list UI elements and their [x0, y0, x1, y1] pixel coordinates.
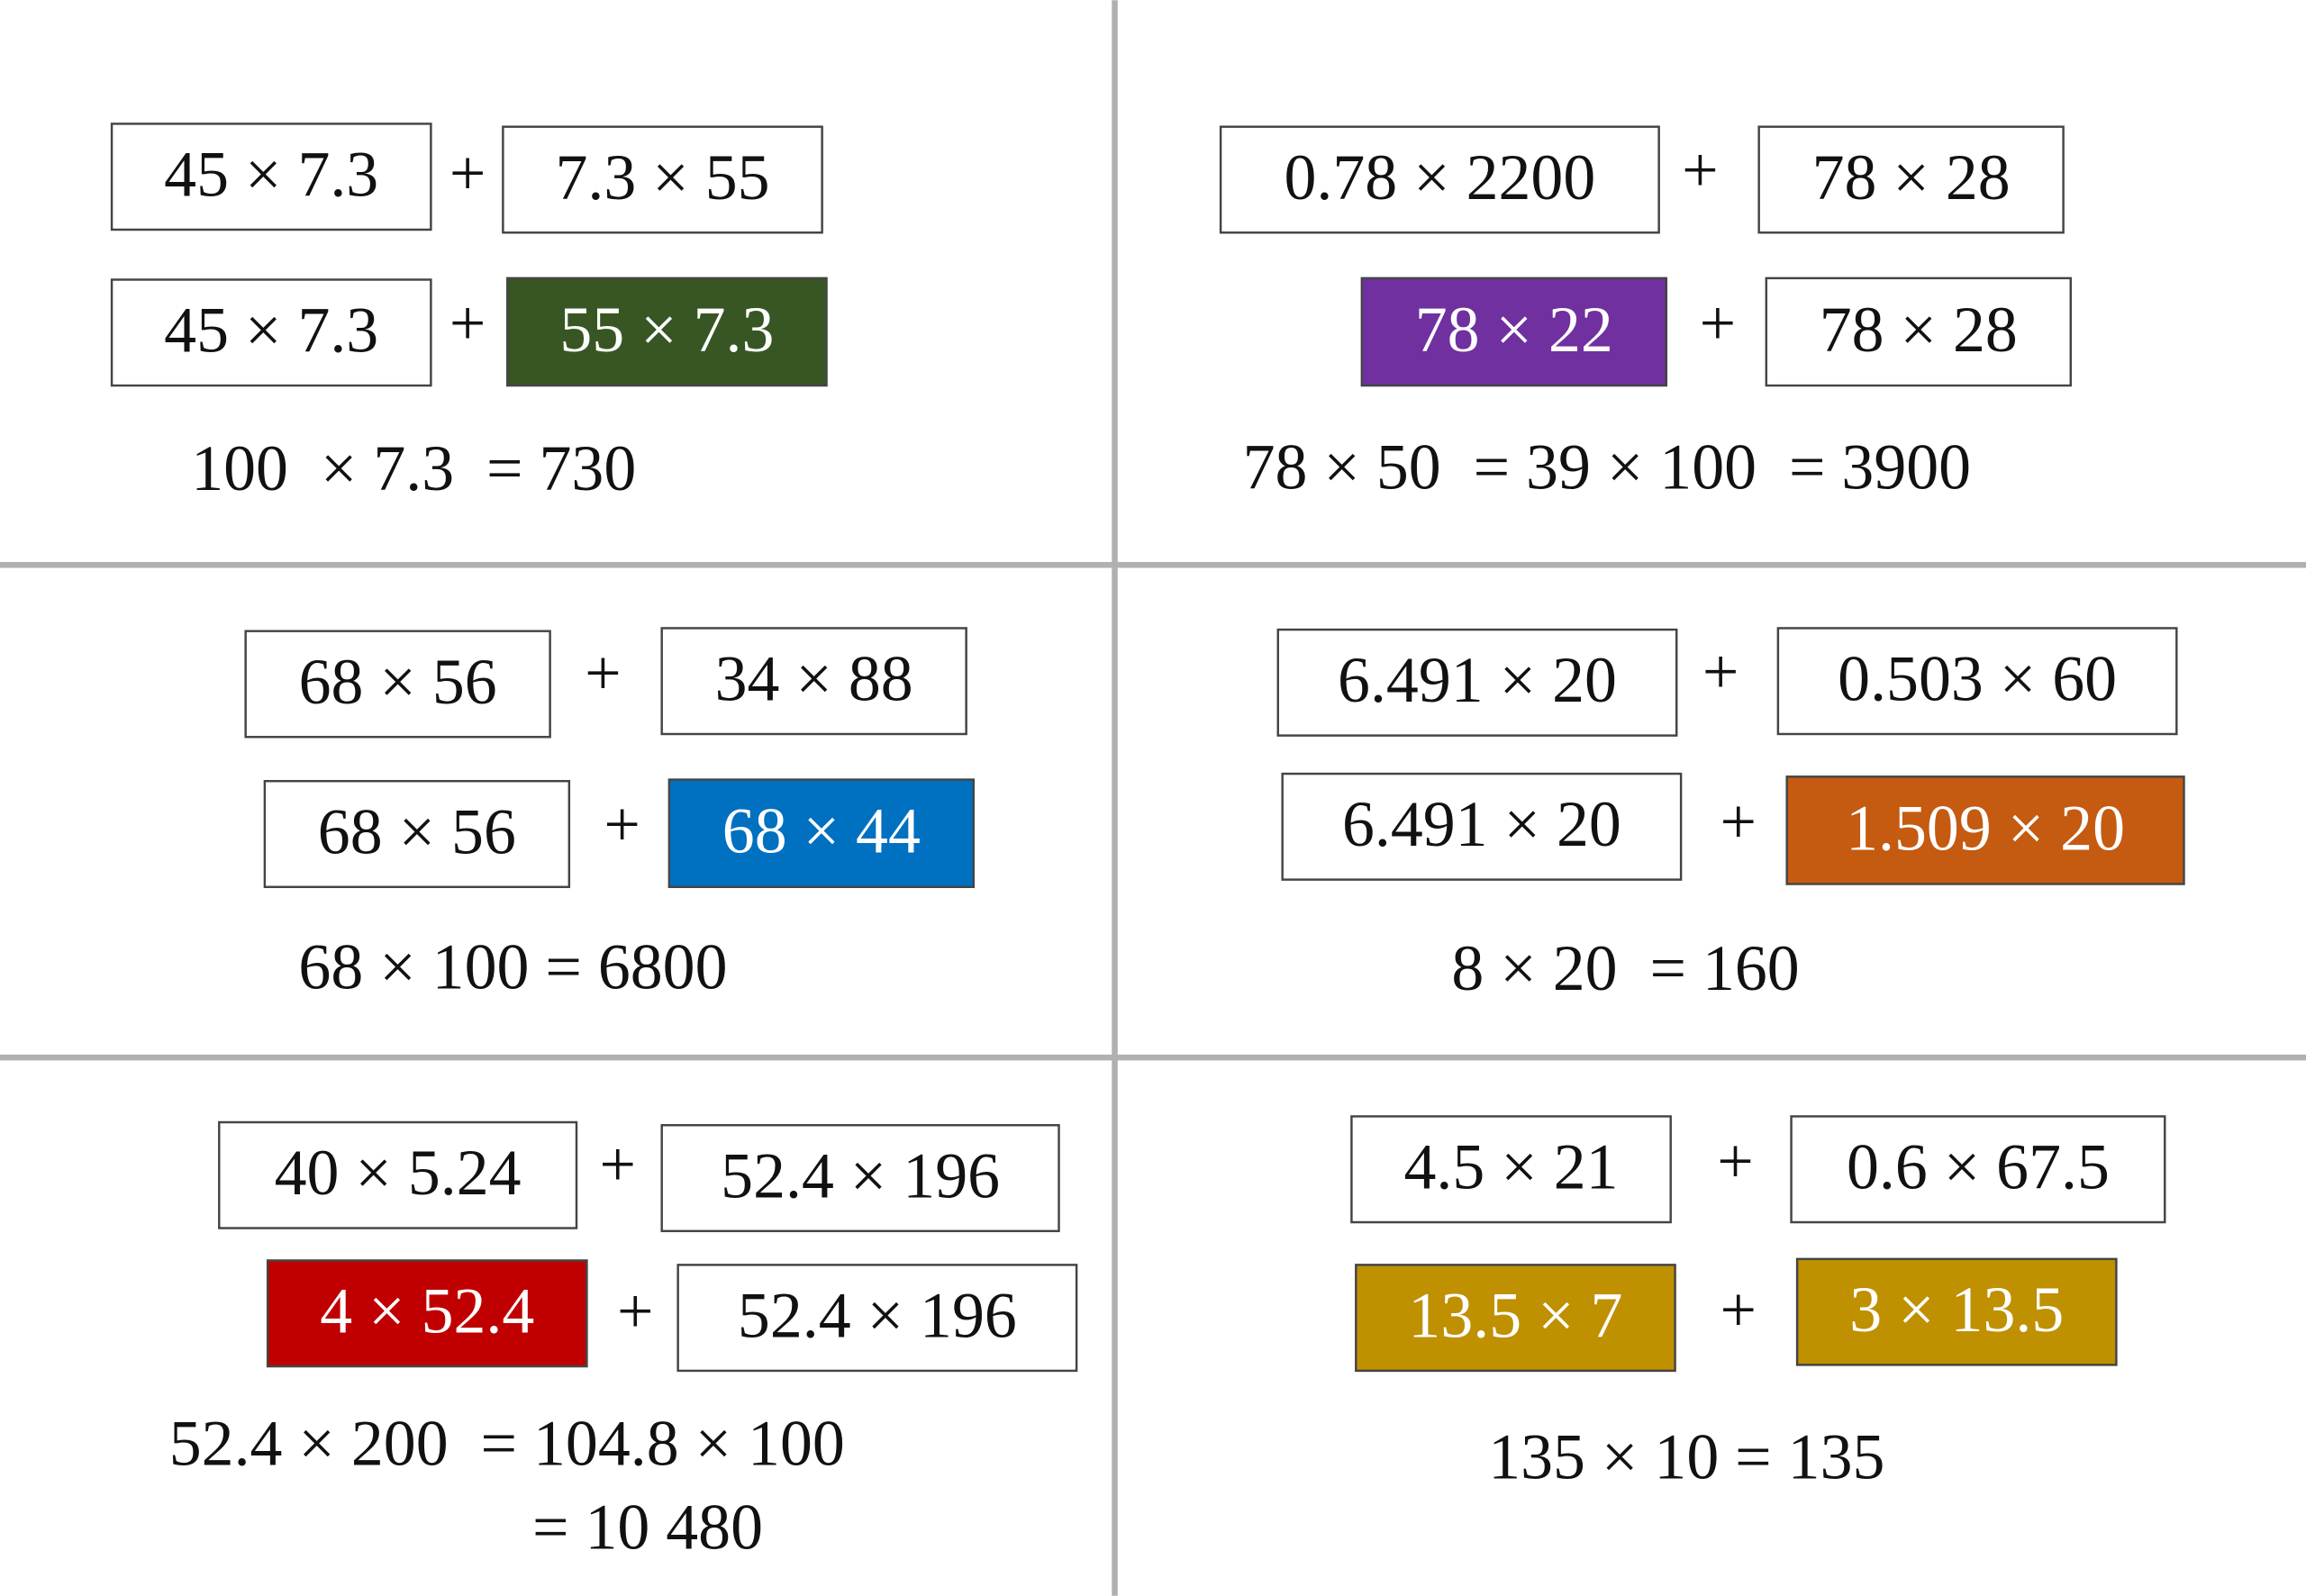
- result: 68 × 100 = 6800: [298, 931, 727, 1003]
- expression: 4 × 52.4: [320, 1275, 534, 1347]
- operator: +: [1720, 1274, 1757, 1346]
- expression: 68 × 56: [299, 646, 497, 718]
- operator: +: [604, 788, 640, 860]
- operator: +: [1700, 286, 1737, 358]
- expression-box: [676, 1264, 1078, 1373]
- expression-box: [660, 1124, 1060, 1233]
- operator: +: [585, 637, 622, 709]
- expression: 68 × 56: [318, 795, 516, 867]
- expression: 1.509 × 20: [1846, 792, 2125, 864]
- operator: +: [449, 137, 486, 209]
- expression: 13.5 × 7: [1408, 1280, 1622, 1352]
- expression: 0.503 × 60: [1838, 643, 2117, 715]
- expression: 3 × 13.5: [1849, 1274, 2064, 1346]
- expression-box: [1276, 628, 1678, 737]
- expression: 6.491 × 20: [1342, 788, 1621, 860]
- expression-box: [218, 1120, 578, 1229]
- expression-box: [1765, 277, 2072, 387]
- expression-box: [110, 122, 432, 231]
- operator: +: [1702, 635, 1739, 707]
- expression-box: [1795, 1257, 2118, 1366]
- expression: 4.5 × 21: [1404, 1131, 1619, 1203]
- expression: 7.3 × 55: [555, 141, 769, 213]
- expression-box: [667, 778, 976, 888]
- expression: 55 × 7.3: [559, 294, 774, 366]
- expression-box: [1785, 775, 2185, 885]
- expression: 78 × 28: [1820, 294, 2018, 366]
- expression: 78 × 28: [1812, 141, 2011, 213]
- expression: 45 × 7.3: [164, 139, 378, 211]
- expression-box: [1360, 277, 1668, 387]
- expression-box: [1790, 1115, 2166, 1224]
- expression-box: [506, 277, 828, 387]
- expression-box: [266, 1259, 588, 1368]
- expression: 40 × 5.24: [275, 1137, 522, 1209]
- expression: 52.4 × 196: [738, 1280, 1017, 1352]
- expression-box: [263, 780, 571, 888]
- result: 78 × 50 = 39 × 100 = 3900: [1243, 431, 1972, 503]
- result: 100 × 7.3 = 730: [191, 432, 636, 504]
- result: 8 × 20 = 160: [1451, 932, 1799, 1004]
- expression-box: [244, 630, 551, 739]
- operator: +: [449, 286, 486, 358]
- expression-box: [1281, 772, 1683, 881]
- expression: 45 × 7.3: [164, 295, 378, 367]
- result: = 10 480: [532, 1492, 763, 1564]
- expression: 0.78 × 2200: [1284, 141, 1595, 213]
- expression-box: [1355, 1264, 1676, 1373]
- result: 52.4 × 200 = 104.8 × 100: [169, 1408, 845, 1480]
- expression: 68 × 44: [722, 795, 921, 867]
- expression: 78 × 22: [1415, 294, 1613, 366]
- expression: 34 × 88: [715, 643, 913, 715]
- operator: +: [1682, 134, 1719, 206]
- expression: 6.491 × 20: [1338, 644, 1617, 716]
- expression-box: [110, 278, 432, 387]
- operator: +: [1717, 1125, 1754, 1197]
- operator: +: [617, 1275, 654, 1347]
- result: 135 × 10 = 135: [1488, 1420, 1884, 1492]
- expression-box: [660, 627, 967, 736]
- expression: 52.4 × 196: [721, 1139, 1000, 1211]
- operator: +: [1720, 785, 1757, 857]
- expression-box: [1757, 125, 2065, 234]
- operator: +: [599, 1128, 636, 1200]
- expression: 0.6 × 67.5: [1847, 1131, 2110, 1203]
- expression-box: [1776, 627, 2178, 736]
- expression-box: [1219, 125, 1660, 234]
- expression-box: [502, 125, 823, 234]
- expression-box: [1350, 1115, 1672, 1224]
